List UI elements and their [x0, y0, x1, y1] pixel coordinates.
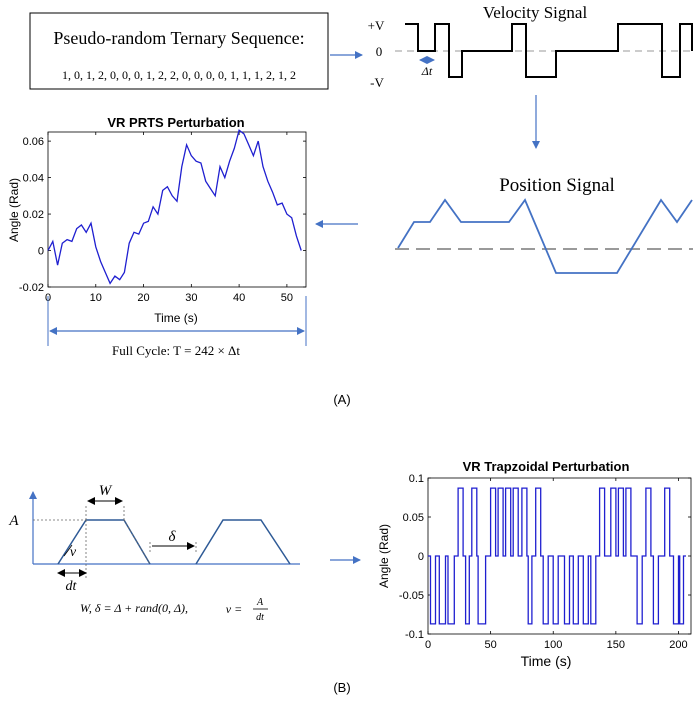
trap-chart-title: VR Trapzoidal Perturbation [463, 459, 630, 474]
velocity-plus-v: +V [368, 18, 385, 33]
trapezoid-diagram: W A v dt δ W, δ = Δ + rand(0, Δ), v = A … [8, 483, 300, 623]
x-tick-label: 10 [90, 292, 102, 304]
x-tick-label: 200 [669, 639, 687, 651]
prts-ylabel: Angle (Rad) [7, 178, 21, 242]
y-tick-label: -0.1 [405, 629, 424, 641]
y-tick-label: 0 [418, 551, 424, 563]
trap-slope-guide [123, 519, 151, 565]
x-tick-label: 50 [281, 292, 293, 304]
velocity-minus-v: -V [370, 75, 384, 90]
velocity-signal: Velocity Signal +V 0 -V Δt [368, 3, 693, 90]
trap-formula-v-lhs: v = [226, 602, 242, 616]
trap-v-label: v [70, 545, 77, 560]
panel-b-label: (B) [333, 680, 350, 695]
prts-chart: VR PRTS Perturbation 01020304050-0.0200.… [7, 115, 307, 358]
prts-cycle-caption: Full Cycle: T = 242 × Δt [112, 343, 240, 358]
y-tick-label: 0.05 [403, 512, 424, 524]
sequence-title: Pseudo-random Ternary Sequence: [53, 28, 304, 48]
velocity-zero: 0 [376, 44, 383, 59]
y-tick-label: 0.1 [409, 473, 424, 485]
x-tick-label: 0 [425, 639, 431, 651]
trapezoid-2 [195, 519, 291, 565]
trap-slope-angle-mark [63, 544, 73, 557]
velocity-title: Velocity Signal [483, 3, 588, 22]
position-signal: Position Signal [395, 175, 693, 274]
prts-xlabel: Time (s) [154, 311, 198, 325]
trap-w-label: W [99, 483, 113, 499]
y-tick-label: 0.06 [23, 136, 44, 148]
x-tick-label: 150 [607, 639, 625, 651]
prts-plot-frame [47, 131, 307, 288]
y-tick-label: 0.02 [23, 209, 44, 221]
trap-dt-label: dt [66, 579, 78, 594]
y-tick-label: 0 [38, 246, 44, 258]
y-tick-label: -0.02 [19, 282, 44, 294]
trap-delta-label: δ [169, 529, 177, 545]
x-tick-label: 30 [185, 292, 197, 304]
trap-chart: VR Trapzoidal Perturbation 0 50 100 150 200 -… [377, 459, 692, 669]
trap-axis-ticks: 0 50 100 150 200 -0.1 -0.05 0 0.05 0.1 [399, 473, 691, 651]
prts-chart-title: VR PRTS Perturbation [107, 115, 244, 130]
x-tick-label: 40 [233, 292, 245, 304]
panel-a-label: (A) [333, 392, 350, 407]
sequence-box: Pseudo-random Ternary Sequence: 1, 0, 1,… [29, 12, 329, 90]
position-title: Position Signal [499, 175, 615, 196]
sequence-values: 1, 0, 1, 2, 0, 0, 0, 1, 2, 2, 0, 0, 0, 0… [62, 68, 296, 82]
velocity-waveform [405, 23, 693, 78]
trap-xlabel: Time (s) [521, 653, 572, 669]
trap-formula-v-num: A [256, 597, 264, 608]
trap-ylabel: Angle (Rad) [377, 524, 391, 588]
trap-a-label: A [8, 513, 19, 529]
trap-formula-w: W, δ = Δ + rand(0, Δ), [80, 601, 188, 615]
position-waveform [397, 198, 693, 274]
prts-series-line [47, 129, 302, 285]
trap-series-line [428, 487, 686, 625]
x-tick-label: 20 [137, 292, 149, 304]
y-tick-label: 0.04 [23, 173, 44, 185]
y-tick-label: -0.05 [399, 590, 424, 602]
velocity-dt-label: Δt [421, 64, 433, 78]
x-tick-label: 100 [544, 639, 562, 651]
trap-formula-v-den: dt [256, 612, 264, 623]
x-tick-label: 50 [484, 639, 496, 651]
